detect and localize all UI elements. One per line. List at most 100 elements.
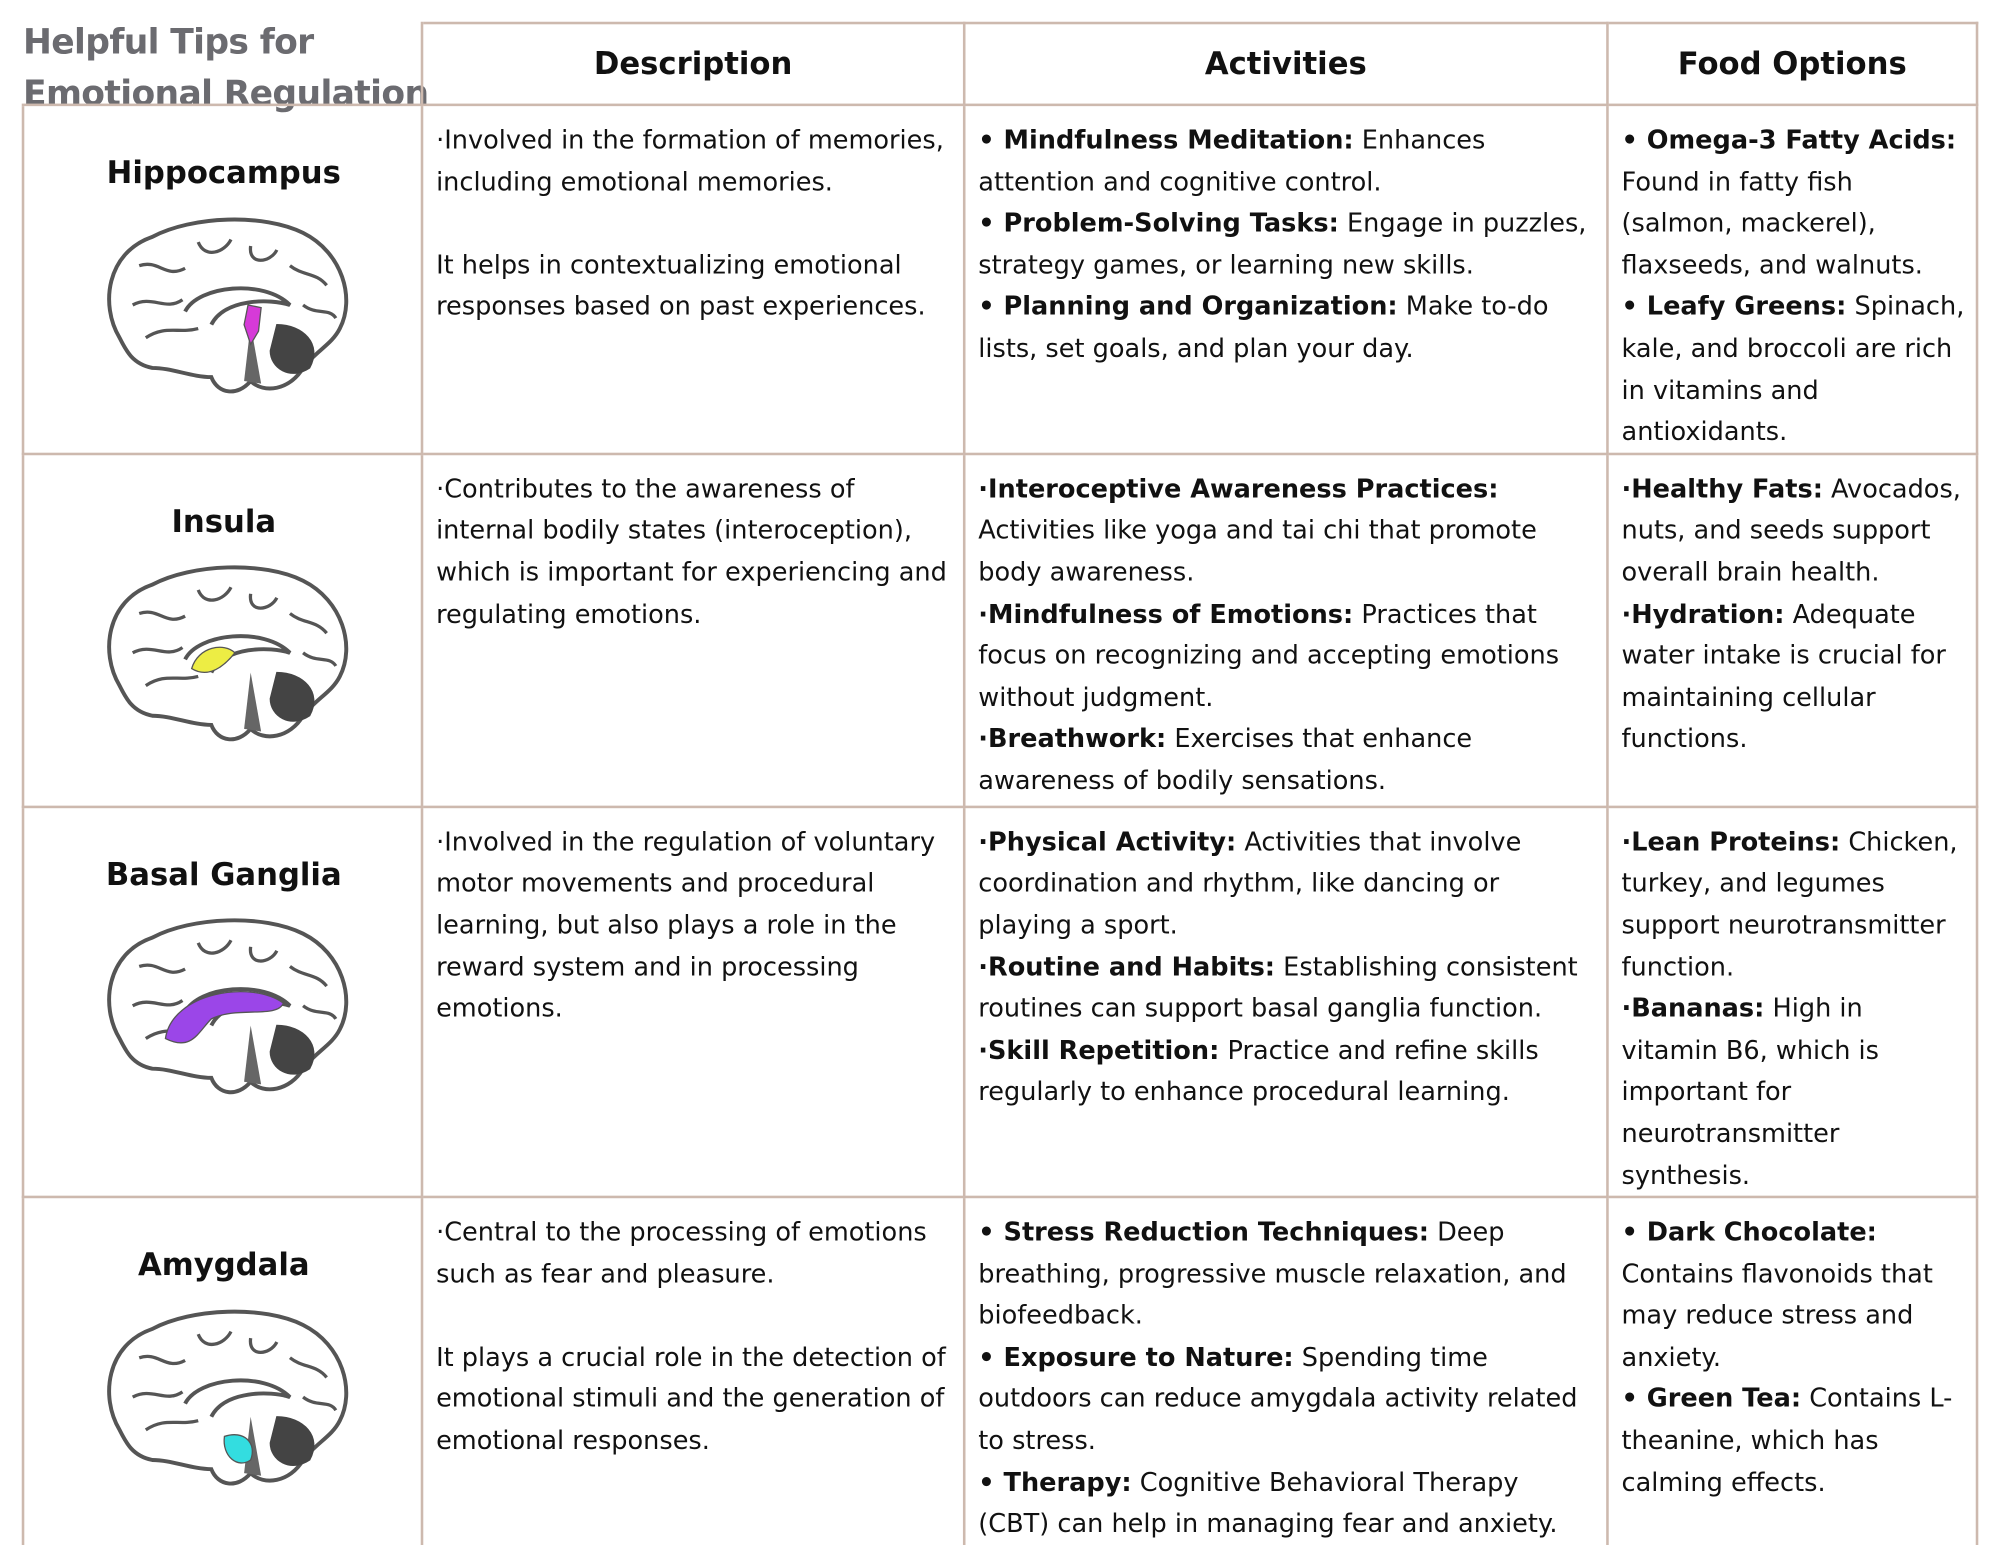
column-header: Description bbox=[420, 21, 966, 107]
description-cell: ·Involved in the formation of memories, … bbox=[420, 103, 966, 455]
description-paragraph: ·Central to the processing of emotions s… bbox=[436, 1216, 927, 1289]
item-label: • Omega-3 Fatty Acids: bbox=[1621, 124, 1957, 155]
activity-item: • Therapy: Cognitive Behavioral Therapy … bbox=[978, 1461, 1596, 1544]
item-text: Avocados, nuts, and seeds support overal… bbox=[1621, 472, 1961, 587]
table-row: Insula ·Contributes to the awareness of i… bbox=[21, 452, 1979, 808]
activities-cell: • Mindfulness Meditation: Enhances atten… bbox=[962, 103, 1609, 455]
description-paragraph: ·Involved in the formation of memories, … bbox=[436, 124, 944, 197]
column-header: Activities bbox=[962, 21, 1609, 107]
activity-item: • Mindfulness Meditation: Enhances atten… bbox=[978, 119, 1596, 202]
item-text: Deep breathing, progressive muscle relax… bbox=[978, 1216, 1567, 1331]
description-cell: ·Involved in the regulation of voluntary… bbox=[420, 805, 966, 1199]
activity-item: ·Breathwork: Exercises that enhance awar… bbox=[978, 718, 1596, 801]
foods-cell: ·Healthy Fats: Avocados, nuts, and seeds… bbox=[1606, 452, 1979, 808]
item-label: ·Bananas: bbox=[1621, 992, 1765, 1024]
foods-cell: ·Lean Proteins: Chicken, turkey, and leg… bbox=[1606, 805, 1979, 1199]
item-text: Found in fatty fish (salmon, mackerel), … bbox=[1621, 165, 1923, 280]
food-item: ·Bananas: High in vitamin B6, which is i… bbox=[1622, 987, 1966, 1195]
item-text: Enhances attention and cognitive control… bbox=[978, 124, 1486, 197]
region-cell: Basal Ganglia bbox=[21, 805, 424, 1199]
description-paragraph: It plays a crucial role in the detection… bbox=[436, 1341, 946, 1456]
item-text: Spinach, kale, and broccoli are rich in … bbox=[1621, 290, 1965, 447]
item-label: ·Hydration: bbox=[1621, 597, 1785, 629]
activity-item: ·Mindfulness of Emotions: Practices that… bbox=[978, 593, 1596, 718]
region-name: Basal Ganglia bbox=[105, 856, 342, 893]
item-text: Practice and refine skills regularly to … bbox=[978, 1034, 1539, 1107]
item-label: ·Breathwork: bbox=[978, 722, 1167, 754]
activity-item: • Planning and Organization: Make to-do … bbox=[978, 286, 1596, 369]
food-item: ·Healthy Fats: Avocados, nuts, and seeds… bbox=[1622, 468, 1966, 593]
item-label: • Green Tea: bbox=[1621, 1382, 1802, 1414]
item-text: Contains L-theanine, which has calming e… bbox=[1621, 1382, 1953, 1498]
brain-illustration bbox=[93, 212, 355, 397]
table-row: Hippocampus ·Involved in the formation of… bbox=[21, 103, 1979, 455]
item-text: Chicken, turkey, and legumes support neu… bbox=[1621, 825, 1958, 982]
header-row: Description Activities Food Options bbox=[23, 21, 1979, 107]
item-text: High in vitamin B6, which is important f… bbox=[1621, 992, 1879, 1190]
brain-illustration bbox=[93, 561, 355, 746]
description-cell: ·Central to the processing of emotions s… bbox=[420, 1195, 966, 1545]
food-item: • Dark Chocolate: Contains flavonoids th… bbox=[1622, 1211, 1966, 1378]
activity-item: ·Physical Activity: Activities that invo… bbox=[978, 821, 1596, 946]
region-name: Hippocampus bbox=[106, 154, 341, 191]
item-text: Activities that involve coordination and… bbox=[978, 825, 1522, 940]
item-text: Adequate water intake is crucial for mai… bbox=[1621, 597, 1946, 754]
brain-illustration bbox=[93, 914, 355, 1099]
item-text: Contains flavonoids that may reduce stre… bbox=[1621, 1257, 1933, 1372]
description-paragraph: ·Contributes to the awareness of interna… bbox=[436, 472, 947, 629]
region-cell: Amygdala bbox=[21, 1195, 424, 1545]
item-text: Establishing consistent routines can sup… bbox=[978, 950, 1578, 1024]
item-text: Activities like yoga and tai chi that pr… bbox=[978, 514, 1537, 587]
activity-item: ·Interoceptive Awareness Practices: Acti… bbox=[978, 468, 1596, 593]
food-item: ·Lean Proteins: Chicken, turkey, and leg… bbox=[1622, 821, 1966, 988]
item-text: Make to-do lists, set goals, and plan yo… bbox=[978, 290, 1549, 364]
activities-cell: ·Physical Activity: Activities that invo… bbox=[962, 805, 1609, 1199]
item-label: • Stress Reduction Techniques: bbox=[978, 1216, 1429, 1247]
description-paragraph: ·Involved in the regulation of voluntary… bbox=[436, 825, 936, 1024]
food-item: • Green Tea: Contains L-theanine, which … bbox=[1622, 1378, 1966, 1503]
item-label: • Dark Chocolate: bbox=[1621, 1216, 1877, 1247]
activity-item: ·Routine and Habits: Establishing consis… bbox=[978, 946, 1596, 1029]
region-name: Insula bbox=[171, 503, 277, 540]
region-name: Amygdala bbox=[137, 1246, 310, 1283]
foods-cell: • Omega-3 Fatty Acids: Found in fatty fi… bbox=[1606, 103, 1979, 455]
region-cell: Insula bbox=[21, 452, 424, 808]
item-text: Cognitive Behavioral Therapy (CBT) can h… bbox=[978, 1466, 1558, 1539]
description-paragraph: It helps in contextualizing emotional re… bbox=[436, 249, 926, 322]
food-item: • Leafy Greens: Spinach, kale, and brocc… bbox=[1622, 286, 1966, 453]
activities-cell: ·Interoceptive Awareness Practices: Acti… bbox=[962, 452, 1609, 808]
food-item: ·Hydration: Adequate water intake is cru… bbox=[1622, 593, 1966, 760]
item-text: Exercises that enhance awareness of bodi… bbox=[978, 722, 1473, 796]
blank-cell bbox=[23, 23, 424, 107]
item-label: • Problem-Solving Tasks: bbox=[978, 207, 1339, 239]
activity-item: • Stress Reduction Techniques: Deep brea… bbox=[978, 1211, 1596, 1336]
item-label: ·Lean Proteins: bbox=[1621, 825, 1841, 857]
item-label: ·Mindfulness of Emotions: bbox=[978, 597, 1354, 629]
item-label: • Mindfulness Meditation: bbox=[978, 124, 1354, 155]
activity-item: • Exposure to Nature: Spending time outd… bbox=[978, 1336, 1596, 1461]
item-label: ·Healthy Fats: bbox=[1621, 472, 1823, 504]
activity-item: • Problem-Solving Tasks: Engage in puzzl… bbox=[978, 202, 1596, 285]
table-row: Amygdala ·Central to the processing of em… bbox=[21, 1195, 1979, 1545]
tips-table: Description Activities Food Options Hippoc… bbox=[21, 21, 1979, 1545]
item-label: • Leafy Greens: bbox=[1621, 290, 1847, 322]
item-label: • Exposure to Nature: bbox=[978, 1341, 1294, 1372]
item-text: Spending time outdoors can reduce amygda… bbox=[978, 1341, 1578, 1456]
item-label: ·Interoceptive Awareness Practices: bbox=[978, 472, 1499, 504]
column-header: Food Options bbox=[1606, 21, 1979, 107]
brain-illustration bbox=[93, 1304, 355, 1489]
item-text: Engage in puzzles, strategy games, or le… bbox=[978, 207, 1587, 280]
activity-item: ·Skill Repetition: Practice and refine s… bbox=[978, 1029, 1596, 1112]
item-text: Practices that focus on recognizing and … bbox=[978, 597, 1560, 712]
item-label: ·Routine and Habits: bbox=[978, 950, 1276, 982]
item-label: ·Skill Repetition: bbox=[978, 1034, 1220, 1065]
item-label: • Planning and Organization: bbox=[978, 290, 1398, 322]
item-label: • Therapy: bbox=[978, 1466, 1132, 1498]
foods-cell: • Dark Chocolate: Contains flavonoids th… bbox=[1606, 1195, 1979, 1545]
region-cell: Hippocampus bbox=[21, 103, 424, 455]
item-label: ·Physical Activity: bbox=[978, 825, 1237, 857]
food-item: • Omega-3 Fatty Acids: Found in fatty fi… bbox=[1622, 119, 1966, 286]
activities-cell: • Stress Reduction Techniques: Deep brea… bbox=[962, 1195, 1609, 1545]
